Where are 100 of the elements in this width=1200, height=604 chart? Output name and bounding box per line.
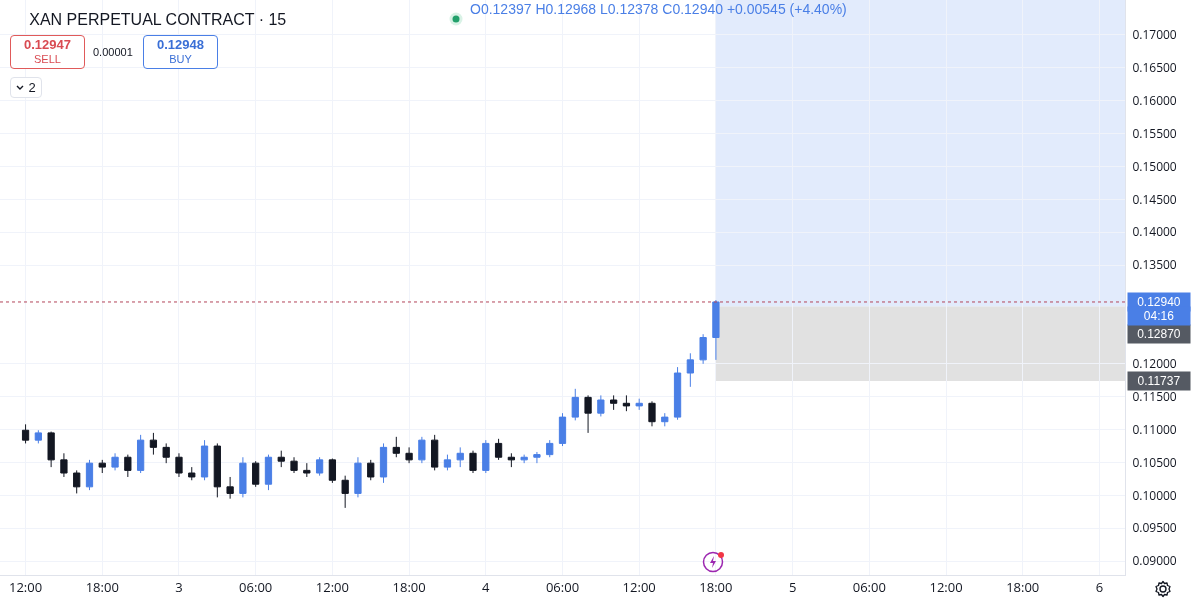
y-tick-label: 0.16500 bbox=[1132, 58, 1177, 76]
y-tick-label: 0.17000 bbox=[1132, 26, 1177, 44]
candlestick bbox=[533, 451, 541, 464]
candlestick bbox=[392, 436, 400, 458]
candlestick bbox=[584, 394, 592, 434]
candlestick bbox=[162, 442, 170, 464]
candlestick bbox=[226, 476, 234, 500]
candlestick bbox=[418, 436, 426, 464]
y-tick-label: 0.11000 bbox=[1132, 420, 1177, 438]
candlestick bbox=[252, 460, 260, 488]
x-tick-label: 12:00 bbox=[622, 577, 656, 596]
x-tick-label: 3 bbox=[175, 577, 183, 596]
band-label: 0.11737 bbox=[1137, 374, 1181, 388]
candlestick bbox=[469, 450, 477, 474]
candlestick bbox=[98, 459, 106, 474]
x-tick-label: 06:00 bbox=[239, 577, 273, 596]
candlestick bbox=[277, 450, 285, 468]
candlestick bbox=[686, 352, 694, 388]
text: XAN PERPETUAL CONTRACT · 15 bbox=[29, 10, 287, 28]
annotation: 0.12948 bbox=[156, 37, 205, 52]
candlestick bbox=[239, 456, 247, 498]
x-tick-label: 5 bbox=[788, 577, 797, 596]
buy-button: 0.12948 BUY bbox=[143, 35, 218, 69]
candlestick bbox=[328, 458, 337, 484]
ref-line-label: 0.12940 bbox=[1137, 295, 1181, 309]
sell-button: 0.12947 SELL bbox=[10, 35, 85, 69]
candlestick bbox=[699, 333, 707, 365]
x-tick-label: 18:00 bbox=[392, 577, 426, 596]
candlestick bbox=[520, 454, 528, 464]
x-tick-label: 18:00 bbox=[85, 577, 119, 596]
candlestick bbox=[597, 394, 605, 417]
y-tick-label: 0.10000 bbox=[1132, 486, 1177, 504]
collapse-button: 2 bbox=[10, 77, 42, 98]
x-tick-label: 12:00 bbox=[8, 577, 43, 596]
y-tick-label: 0.15500 bbox=[1132, 124, 1177, 142]
annotation: BUY bbox=[168, 52, 193, 66]
candlestick bbox=[200, 439, 209, 481]
candlestick bbox=[264, 454, 273, 491]
x-tick-label: 06:00 bbox=[545, 577, 580, 596]
candlestick bbox=[673, 366, 682, 421]
candlestick bbox=[661, 412, 669, 427]
candlestick bbox=[149, 432, 158, 456]
band-label: 0.12870 bbox=[1137, 327, 1181, 341]
y-tick-label: 0.15000 bbox=[1132, 157, 1177, 175]
candlestick bbox=[354, 456, 362, 498]
x-tick-label: 12:00 bbox=[929, 577, 963, 596]
candlestick bbox=[648, 400, 656, 427]
candlestick bbox=[379, 442, 388, 484]
y-tick-label: 0.14000 bbox=[1132, 223, 1177, 241]
candlestick bbox=[73, 469, 81, 494]
annotation: 2 bbox=[28, 79, 36, 95]
candlestick bbox=[367, 459, 375, 481]
y-tick-label: 0.09500 bbox=[1132, 519, 1177, 537]
x-tick-label: 6 bbox=[1095, 577, 1104, 596]
candlestick bbox=[34, 429, 42, 444]
annotation: SELL bbox=[33, 52, 62, 66]
x-tick-label: 4 bbox=[482, 577, 491, 596]
candlestick bbox=[111, 452, 119, 471]
candlestick bbox=[558, 412, 567, 447]
candlestick bbox=[635, 398, 643, 411]
y-tick-label: 0.13500 bbox=[1132, 256, 1177, 274]
candlestick bbox=[546, 439, 554, 458]
candlestick bbox=[712, 299, 720, 361]
candlestick bbox=[341, 475, 349, 509]
candlestick bbox=[136, 434, 145, 474]
candlestick bbox=[494, 438, 503, 461]
x-tick-label: 18:00 bbox=[699, 577, 733, 596]
candlestick bbox=[456, 446, 464, 468]
candlestick bbox=[213, 442, 221, 498]
candlestick bbox=[188, 466, 196, 481]
candlestick bbox=[610, 394, 618, 411]
x-tick-label: 06:00 bbox=[852, 577, 886, 596]
candlestick bbox=[315, 456, 324, 477]
candlestick bbox=[303, 462, 311, 478]
text: 04:16 bbox=[1143, 309, 1175, 323]
candlestick bbox=[124, 454, 132, 478]
annotation: 0.12947 bbox=[23, 37, 72, 52]
x-tick-label: 12:00 bbox=[315, 577, 349, 596]
y-tick-label: 0.14500 bbox=[1132, 190, 1177, 208]
candlestick bbox=[405, 446, 413, 464]
annotation: 0.00001 bbox=[93, 46, 133, 58]
y-tick-label: 0.12000 bbox=[1132, 355, 1177, 373]
candlestick bbox=[482, 439, 490, 474]
y-tick-label: 0.16000 bbox=[1132, 91, 1177, 109]
candlestick bbox=[290, 456, 298, 474]
candlestick bbox=[507, 452, 515, 468]
candlestick bbox=[622, 394, 631, 412]
candlestick bbox=[443, 454, 452, 471]
candlestick bbox=[47, 431, 55, 468]
candlestick bbox=[85, 459, 94, 491]
x-tick-label: 18:00 bbox=[1006, 577, 1040, 596]
y-tick-label: 0.11500 bbox=[1132, 387, 1177, 405]
candlestick bbox=[175, 452, 183, 478]
y-tick-label: 0.10500 bbox=[1132, 453, 1177, 471]
annotation: O0.12397 H0.12968 L0.12378 C0.12940 +0.00545 (+4.40%) bbox=[470, 1, 847, 17]
candlestick bbox=[431, 434, 439, 471]
candlestick bbox=[60, 452, 68, 478]
candlestick bbox=[21, 423, 30, 444]
candlestick bbox=[571, 388, 579, 421]
y-tick-label: 0.09000 bbox=[1132, 552, 1177, 570]
